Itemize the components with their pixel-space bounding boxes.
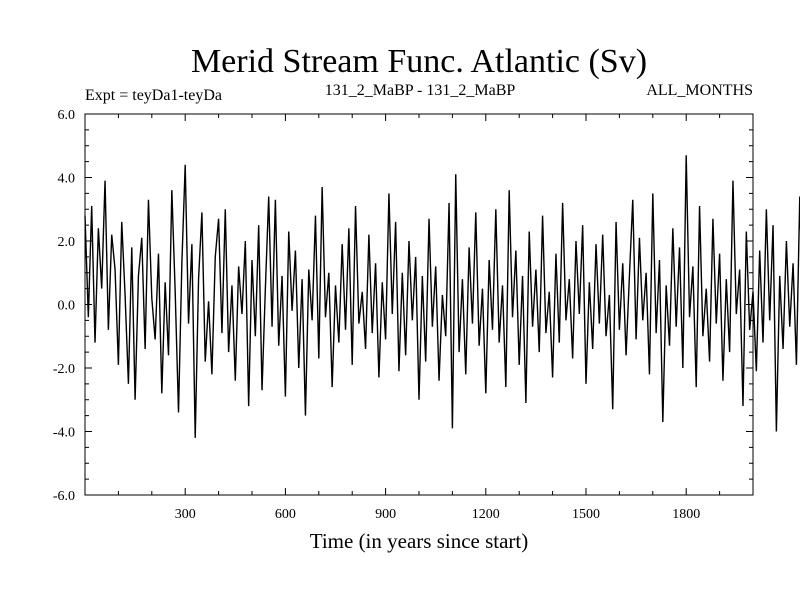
experiment-label: Expt = teyDa1-teyDa: [85, 87, 222, 104]
y-tick-label: 2.0: [58, 235, 76, 250]
x-tick-label: 900: [375, 507, 396, 522]
months-label: ALL_MONTHS: [646, 82, 753, 99]
x-tick-label: 1200: [472, 507, 500, 522]
period-label: 131_2_MaBP - 131_2_MaBP: [325, 82, 516, 99]
x-tick-label: 300: [175, 507, 196, 522]
y-tick-label: 4.0: [58, 172, 76, 187]
x-axis: 300 600 900 1200 1500 1800: [117, 114, 721, 522]
y-tick-label: 0.0: [58, 299, 76, 314]
y-tick-label: -4.0: [53, 426, 75, 441]
chart-title: Merid Stream Func. Atlantic (Sv): [191, 43, 647, 80]
x-tick-label: 1500: [572, 507, 600, 522]
x-tick-label: 1800: [672, 507, 700, 522]
plot-area: [84, 155, 800, 438]
y-tick-label: -6.0: [53, 489, 75, 504]
x-axis-label: Time (in years since start): [310, 529, 529, 553]
y-tick-label: -2.0: [53, 362, 75, 377]
y-tick-label: 6.0: [58, 108, 76, 123]
x-tick-label: 600: [275, 507, 296, 522]
series-line-0: [84, 155, 800, 438]
y-axis: -6.0 -4.0 -2.0 0.0 2.0 4.0 6.0: [53, 108, 753, 504]
